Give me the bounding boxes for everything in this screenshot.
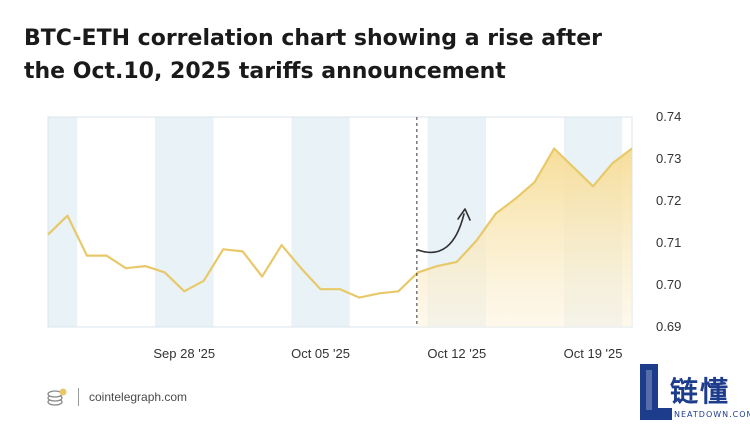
weekend-band <box>155 117 214 327</box>
watermark-cn-text: 链懂 <box>670 375 731 408</box>
x-tick-label: Oct 05 '25 <box>291 346 350 361</box>
y-tick-label: 0.74 <box>656 109 681 124</box>
source-footer: cointelegraph.com <box>46 387 187 407</box>
x-axis: Sep 28 '25 Oct 05 '25 Oct 12 '25 Oct 19 '25 <box>153 346 622 361</box>
weekend-band <box>291 117 350 327</box>
y-axis: 0.69 0.70 0.71 0.72 0.73 0.74 <box>656 109 681 334</box>
arrow-curve <box>417 213 465 254</box>
weekend-bands <box>47 116 633 328</box>
source-text[interactable]: cointelegraph.com <box>89 390 188 404</box>
arrow-head <box>457 208 471 221</box>
x-tick-label: Oct 12 '25 <box>427 346 486 361</box>
series-line <box>47 147 633 299</box>
rise-arrow-icon <box>417 208 471 254</box>
x-tick-label: Sep 28 '25 <box>153 346 215 361</box>
watermark-en-text: NEATDOWN.COM <box>674 410 750 419</box>
neatdown-watermark: 链懂 NEATDOWN.COM <box>636 364 750 434</box>
chart-title: BTC-ETH correlation chart showing a rise… <box>24 26 602 84</box>
y-tick-label: 0.70 <box>656 277 681 292</box>
coin-stack-icon <box>47 388 67 406</box>
y-tick-label: 0.69 <box>656 319 681 334</box>
y-tick-label: 0.72 <box>656 193 681 208</box>
x-tick-label: Oct 19 '25 <box>564 346 623 361</box>
weekend-band <box>48 117 78 327</box>
y-tick-label: 0.71 <box>656 235 681 250</box>
correlation-line <box>47 147 633 299</box>
y-tick-label: 0.73 <box>656 151 681 166</box>
area-fill <box>417 148 632 327</box>
footer-divider <box>78 388 79 406</box>
highlight-area <box>417 148 632 327</box>
l-logo-icon <box>640 364 672 420</box>
